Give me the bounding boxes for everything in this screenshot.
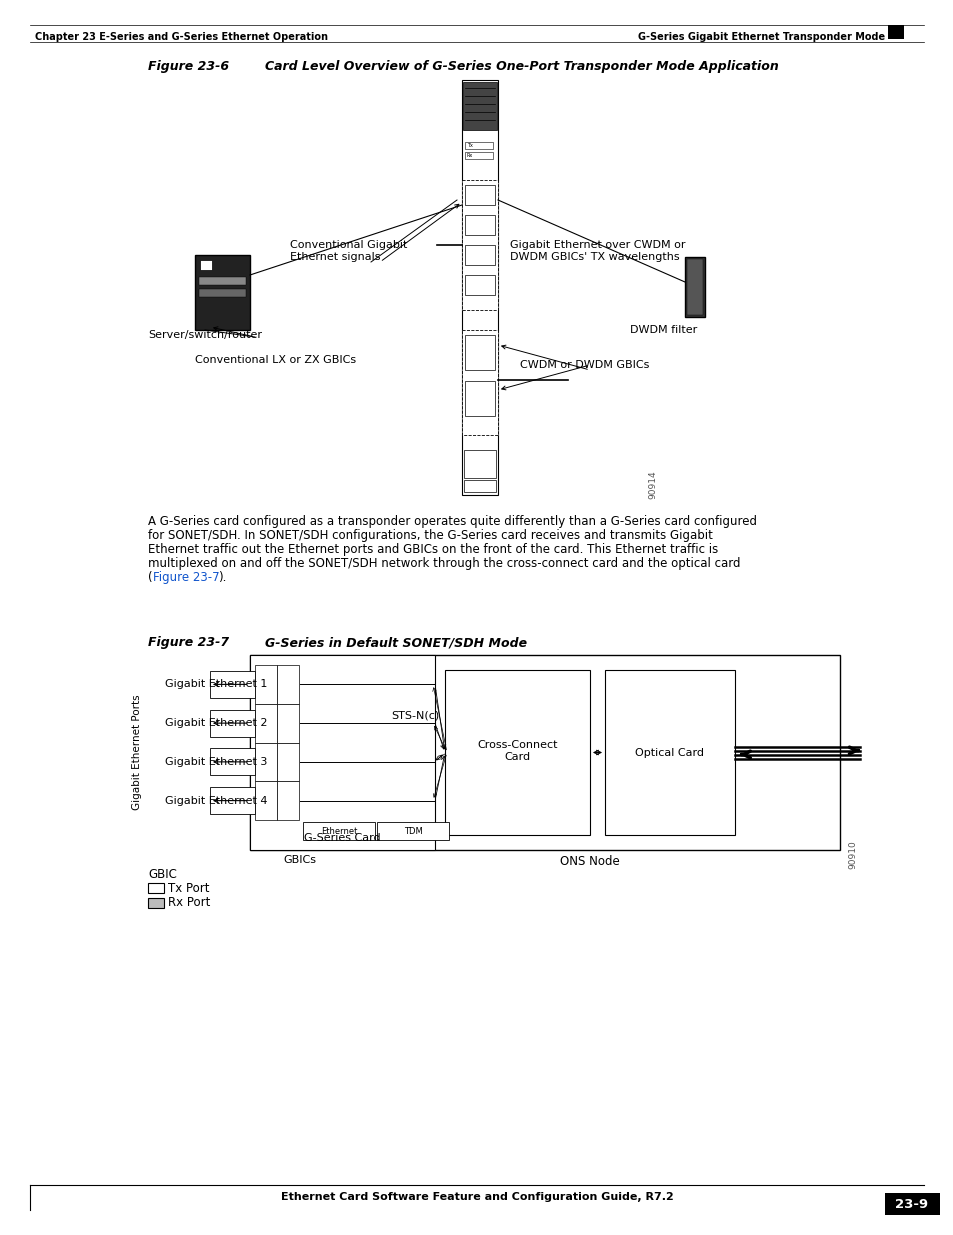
Bar: [276, 664, 298, 704]
Bar: [444, 671, 589, 835]
Text: Gigabit Ethernet 3: Gigabit Ethernet 3: [165, 757, 267, 767]
Bar: [254, 704, 276, 742]
Text: Optical Card: Optical Card: [635, 747, 703, 757]
Bar: [148, 883, 164, 893]
Bar: [199, 289, 246, 296]
Bar: [200, 261, 212, 270]
Bar: [254, 742, 276, 782]
Text: 23-9: 23-9: [895, 1198, 927, 1210]
Text: A G-Series card configured as a transponder operates quite differently than a G-: A G-Series card configured as a transpon…: [148, 515, 757, 529]
Bar: [463, 480, 496, 492]
Text: Rx: Rx: [467, 153, 473, 158]
Bar: [303, 823, 375, 840]
Text: DWDM filter: DWDM filter: [629, 325, 697, 335]
Bar: [199, 277, 246, 285]
Text: Gigabit Ethernet 2: Gigabit Ethernet 2: [165, 718, 267, 729]
Text: G-Series in Default SONET/SDH Mode: G-Series in Default SONET/SDH Mode: [265, 636, 527, 650]
Text: Gigabit Ethernet over CWDM or: Gigabit Ethernet over CWDM or: [510, 240, 685, 249]
Text: (: (: [148, 571, 152, 584]
Text: Figure 23-6: Figure 23-6: [148, 61, 229, 73]
Text: GBIC: GBIC: [148, 868, 176, 881]
Text: G-Series Card: G-Series Card: [304, 832, 380, 844]
Text: Ethernet signals: Ethernet signals: [290, 252, 380, 262]
Bar: [461, 180, 497, 310]
Bar: [464, 382, 495, 416]
Bar: [210, 787, 254, 814]
Bar: [254, 782, 276, 820]
Text: Conventional LX or ZX GBICs: Conventional LX or ZX GBICs: [194, 354, 355, 366]
Text: ONS Node: ONS Node: [559, 855, 619, 868]
Text: Ethernet: Ethernet: [320, 826, 356, 836]
Text: Server/switch/router: Server/switch/router: [148, 330, 262, 340]
Bar: [887, 25, 903, 40]
Text: G-Series Gigabit Ethernet Transponder Mode: G-Series Gigabit Ethernet Transponder Mo…: [638, 32, 884, 42]
Bar: [462, 82, 497, 130]
Text: CWDM or DWDM GBICs: CWDM or DWDM GBICs: [519, 359, 649, 370]
Text: Card Level Overview of G-Series One-Port Transponder Mode Application: Card Level Overview of G-Series One-Port…: [265, 61, 778, 73]
Bar: [210, 671, 254, 698]
Text: Tx Port: Tx Port: [168, 882, 210, 894]
Text: Chapter 23 E-Series and G-Series Ethernet Operation: Chapter 23 E-Series and G-Series Etherne…: [35, 32, 328, 42]
Bar: [464, 275, 495, 295]
Bar: [464, 152, 493, 159]
Bar: [276, 704, 298, 742]
Text: Tx: Tx: [467, 143, 473, 148]
Bar: [463, 450, 496, 478]
Text: Rx Port: Rx Port: [168, 897, 211, 909]
Text: GBICs: GBICs: [283, 855, 315, 864]
Bar: [684, 257, 704, 317]
Text: Cross-Connect: Cross-Connect: [476, 740, 558, 750]
Text: STS-N(c): STS-N(c): [392, 710, 439, 720]
Text: Gigabit Ethernet 4: Gigabit Ethernet 4: [165, 795, 267, 805]
Bar: [376, 823, 449, 840]
Bar: [276, 742, 298, 782]
Bar: [464, 335, 495, 370]
Bar: [686, 259, 702, 315]
Text: 90910: 90910: [847, 840, 856, 868]
Bar: [464, 142, 493, 149]
Text: Conventional Gigabit: Conventional Gigabit: [290, 240, 407, 249]
Text: Figure 23-7: Figure 23-7: [148, 636, 229, 650]
Text: ).: ).: [218, 571, 226, 584]
Bar: [194, 254, 250, 330]
Bar: [250, 655, 840, 850]
Bar: [461, 80, 497, 495]
Text: Figure 23-7: Figure 23-7: [152, 571, 219, 584]
Bar: [461, 330, 497, 435]
Text: Card: Card: [504, 752, 530, 762]
Bar: [210, 748, 254, 776]
Text: for SONET/SDH. In SONET/SDH configurations, the G-Series card receives and trans: for SONET/SDH. In SONET/SDH configuratio…: [148, 529, 712, 542]
Bar: [276, 782, 298, 820]
Bar: [464, 245, 495, 266]
Bar: [464, 215, 495, 235]
Text: 90914: 90914: [647, 471, 657, 499]
Text: Ethernet traffic out the Ethernet ports and GBICs on the front of the card. This: Ethernet traffic out the Ethernet ports …: [148, 543, 718, 556]
Bar: [250, 655, 435, 850]
Bar: [884, 1193, 939, 1215]
Bar: [604, 671, 734, 835]
Text: Gigabit Ethernet Ports: Gigabit Ethernet Ports: [132, 694, 142, 810]
Text: multiplexed on and off the SONET/SDH network through the cross-connect card and : multiplexed on and off the SONET/SDH net…: [148, 557, 740, 571]
Text: TDM: TDM: [403, 826, 422, 836]
Bar: [254, 664, 276, 704]
Text: Gigabit Ethernet 1: Gigabit Ethernet 1: [165, 679, 267, 689]
Text: DWDM GBICs' TX wavelengths: DWDM GBICs' TX wavelengths: [510, 252, 679, 262]
Bar: [464, 185, 495, 205]
Bar: [210, 710, 254, 737]
Text: Ethernet Card Software Feature and Configuration Guide, R7.2: Ethernet Card Software Feature and Confi…: [280, 1192, 673, 1202]
Bar: [148, 898, 164, 908]
